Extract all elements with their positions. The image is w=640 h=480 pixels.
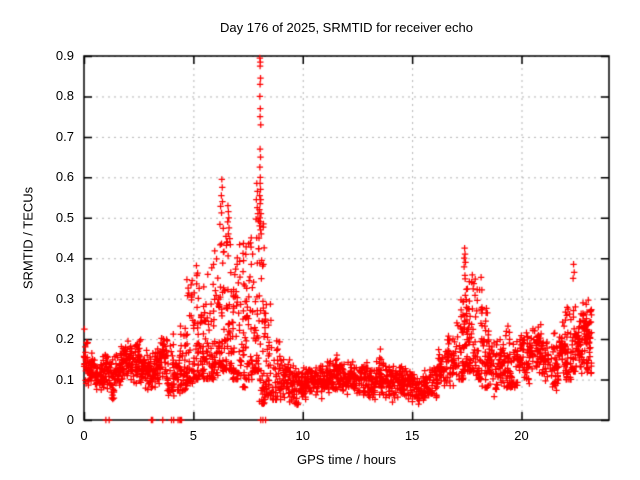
y-tick-label: 0.8	[55, 88, 74, 104]
y-tick-label: 0.5	[55, 209, 74, 225]
y-tick-label: 0.1	[55, 371, 74, 387]
y-tick-label: 0.2	[55, 331, 74, 347]
x-tick-label: 10	[295, 428, 310, 443]
y-axis-label: SRMTID / TECUs	[20, 186, 36, 290]
chart-title: Day 176 of 2025, SRMTID for receiver ech…	[220, 20, 473, 35]
y-tick-label: 0.9	[55, 48, 74, 63]
y-tick-label: 0.4	[55, 250, 74, 266]
y-tick-label: 0	[66, 412, 74, 427]
y-tick-label: 0.3	[55, 290, 74, 306]
y-tick-label: 0.6	[55, 169, 74, 185]
x-tick-label: 20	[514, 428, 529, 443]
x-axis-label: GPS time / hours	[297, 452, 396, 467]
x-tick-label: 5	[189, 428, 197, 443]
x-tick-label: 0	[80, 428, 88, 443]
x-tick-label: 15	[404, 428, 420, 443]
y-tick-label: 0.7	[55, 128, 74, 144]
